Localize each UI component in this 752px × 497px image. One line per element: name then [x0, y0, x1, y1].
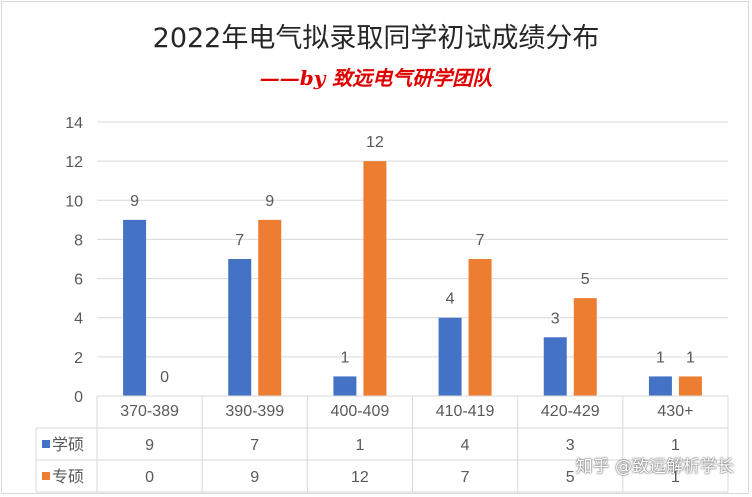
data-label: 9	[265, 193, 274, 210]
x-tick-label: 370-389	[120, 403, 179, 420]
data-label: 4	[446, 291, 455, 308]
legend-swatch	[42, 440, 50, 448]
bar	[468, 259, 492, 396]
table-cell: 1	[355, 437, 364, 454]
x-tick-label: 390-399	[225, 403, 284, 420]
y-tick-label: 0	[74, 389, 83, 406]
data-label: 5	[581, 271, 590, 288]
x-tick-label: 430+	[657, 403, 693, 420]
bar	[258, 219, 282, 396]
bar	[438, 317, 462, 396]
bar	[333, 376, 357, 396]
bar	[123, 219, 147, 396]
y-tick-label: 8	[74, 232, 83, 249]
table-cell: 9	[250, 469, 259, 486]
table-cell: 5	[566, 469, 575, 486]
y-tick-label: 2	[74, 350, 83, 367]
bar	[363, 161, 387, 396]
y-tick-label: 10	[65, 193, 83, 210]
bar	[228, 259, 252, 396]
data-label: 3	[551, 310, 560, 327]
bar	[678, 376, 702, 396]
x-tick-label: 410-419	[436, 403, 495, 420]
data-label: 1	[340, 349, 349, 366]
legend-swatch	[42, 472, 50, 480]
watermark: 知乎 @致远解析学长	[575, 457, 734, 477]
legend-label: 学硕	[52, 436, 84, 454]
x-tick-label: 400-409	[331, 403, 390, 420]
data-label: 12	[366, 134, 384, 151]
chart-subtitle: ——by 致远电气研学团队	[259, 66, 493, 90]
y-tick-label: 14	[65, 115, 83, 132]
table-cell: 7	[250, 437, 259, 454]
table-cell: 3	[566, 437, 575, 454]
table-cell: 9	[145, 437, 154, 454]
bar	[573, 298, 597, 396]
y-tick-label: 4	[74, 311, 83, 328]
table-cell: 1	[671, 469, 680, 486]
bar	[543, 337, 567, 396]
data-label: 7	[476, 232, 485, 249]
chart-title: 2022年电气拟录取同学初试成绩分布	[152, 23, 600, 54]
bar	[648, 376, 672, 396]
table-cell: 0	[145, 469, 154, 486]
data-label: 9	[130, 193, 139, 210]
data-label: 0	[160, 369, 169, 386]
table-cell: 12	[351, 469, 369, 486]
table-cell: 1	[671, 437, 680, 454]
data-label: 1	[656, 349, 665, 366]
x-tick-label: 420-429	[541, 403, 600, 420]
data-label: 1	[686, 349, 695, 366]
table-cell: 4	[461, 437, 470, 454]
legend-label: 专硕	[52, 468, 84, 486]
y-tick-label: 6	[74, 272, 83, 289]
table-cell: 7	[461, 469, 470, 486]
data-label: 7	[235, 232, 244, 249]
y-tick-label: 12	[65, 154, 83, 171]
